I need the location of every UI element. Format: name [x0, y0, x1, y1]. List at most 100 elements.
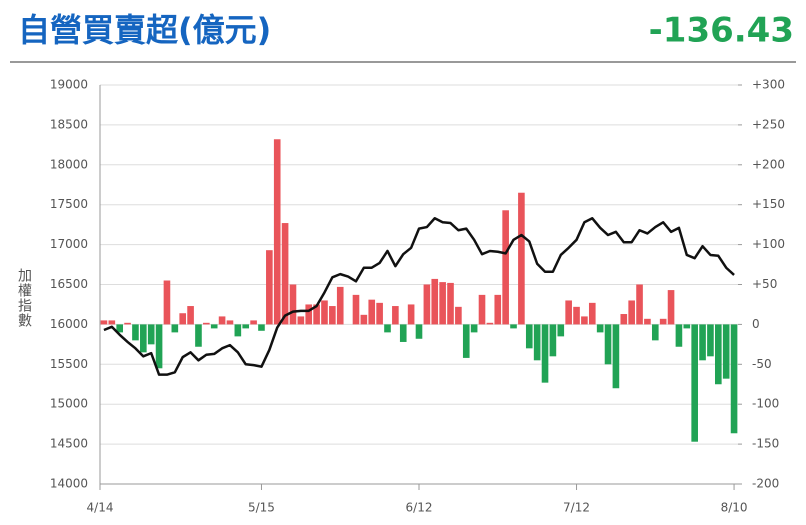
bar: [203, 322, 210, 325]
bar: [124, 322, 131, 325]
y-tick-label: 17500: [50, 197, 88, 211]
y2-tick-label: -200: [752, 477, 779, 491]
y2-tick-label: +100: [752, 237, 785, 251]
bar: [384, 324, 391, 333]
bar: [108, 320, 116, 325]
y2-tick-label: -150: [752, 437, 779, 451]
bar: [289, 284, 297, 325]
y-tick-label: 17000: [50, 237, 88, 251]
bar: [415, 324, 423, 339]
bar: [644, 318, 651, 325]
chart-title: 自營買賣超(億元): [18, 11, 271, 49]
bar: [305, 304, 313, 325]
bar: [722, 324, 730, 379]
bar: [573, 306, 580, 325]
bar: [100, 320, 108, 325]
y2-tick-label: +200: [752, 157, 785, 171]
bar: [596, 324, 604, 333]
bar: [565, 300, 572, 325]
bar: [266, 250, 273, 325]
bar: [636, 284, 643, 325]
bar: [691, 324, 698, 442]
bar: [478, 294, 486, 325]
y-tick-label: 14500: [50, 437, 88, 451]
bar: [242, 324, 250, 329]
bar: [651, 324, 659, 341]
bar: [486, 322, 494, 325]
bar: [195, 324, 202, 347]
y-tick-label: 15500: [50, 357, 88, 371]
bar: [132, 324, 139, 341]
bar: [210, 324, 218, 329]
x-tick-label: 4/14: [87, 501, 114, 515]
bar: [399, 324, 407, 342]
bar: [518, 192, 525, 325]
bar: [352, 294, 360, 325]
bar: [502, 210, 509, 325]
y2-tick-label: 0: [752, 317, 760, 331]
bar: [588, 302, 596, 325]
y-tick-label: 16500: [50, 277, 88, 291]
bar: [163, 280, 171, 325]
bar: [258, 324, 265, 331]
bar: [462, 324, 470, 358]
y-axis-label: 加權指數: [16, 268, 32, 328]
index-line: [103, 217, 735, 376]
y2-tick-label: +50: [752, 277, 777, 291]
y2-tick-label: +150: [752, 197, 785, 211]
bar: [321, 300, 328, 325]
bar: [218, 316, 226, 325]
bar: [699, 324, 706, 361]
x-tick-label: 8/10: [721, 501, 748, 515]
bar: [336, 286, 344, 325]
bar: [683, 324, 691, 329]
bar: [431, 278, 439, 325]
y-tick-label: 15000: [50, 397, 88, 411]
y2-tick-label: +300: [752, 78, 785, 92]
bar: [187, 306, 194, 325]
bar: [179, 313, 187, 325]
bar: [494, 294, 502, 325]
bar: [329, 306, 336, 325]
bar: [549, 324, 557, 357]
x-tick-label: 6/12: [406, 501, 433, 515]
bar: [707, 324, 714, 357]
bar: [140, 324, 147, 353]
bar: [581, 316, 588, 325]
bar: [525, 324, 533, 349]
bar: [407, 304, 415, 325]
bar: [360, 314, 368, 325]
y2-tick-label: -50: [752, 357, 772, 371]
bar: [234, 324, 242, 337]
y-tick-label: 18000: [50, 157, 88, 171]
bar: [447, 282, 454, 325]
bar: [147, 324, 155, 345]
bar: [297, 316, 305, 325]
y-tick-label: 18500: [50, 117, 88, 131]
bar: [675, 324, 683, 347]
y-tick-label: 14000: [50, 477, 88, 491]
bar: [226, 320, 234, 325]
bar: [171, 324, 179, 333]
y2-tick-label: +250: [752, 117, 785, 131]
y2-tick-label: -100: [752, 397, 779, 411]
bar: [455, 306, 462, 325]
bar: [533, 324, 541, 361]
y-tick-label: 19000: [50, 78, 88, 92]
bar: [730, 324, 738, 434]
bar: [376, 302, 383, 325]
bar: [273, 139, 281, 325]
bar: [510, 324, 517, 329]
bar: [155, 324, 163, 369]
bar: [281, 223, 289, 325]
bar: [612, 324, 620, 389]
bar: [620, 314, 628, 325]
x-tick-label: 5/15: [248, 501, 275, 515]
bar: [470, 324, 478, 333]
bar: [439, 282, 446, 325]
bar: [557, 324, 565, 337]
bar: [116, 324, 123, 333]
bar: [392, 306, 399, 325]
bar: [250, 320, 257, 325]
